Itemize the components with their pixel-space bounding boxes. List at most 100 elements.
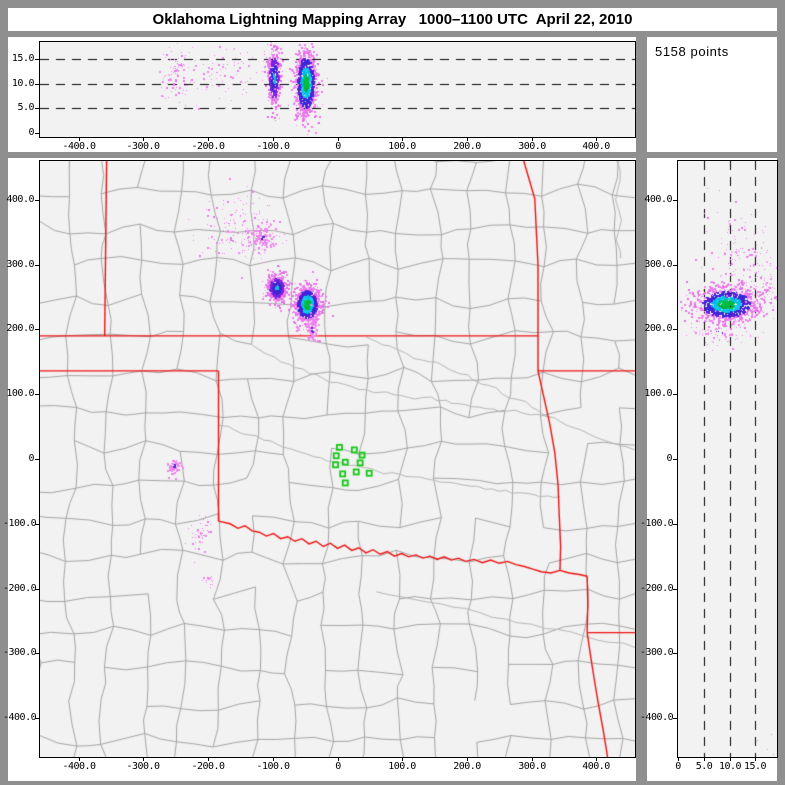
axis-tick (532, 137, 533, 141)
axis-tick (35, 394, 39, 395)
axis-tick-label: 100.0 (6, 388, 34, 399)
axis-tick-label: 10.0 (11, 78, 35, 89)
axis-tick-label: -100.0 (256, 141, 290, 152)
axis-tick-label: -200.0 (191, 141, 225, 152)
axis-tick (35, 200, 39, 201)
axis-tick-label: 0 (666, 453, 672, 464)
axis-tick-label: -400.0 (62, 141, 96, 152)
axis-tick (673, 394, 677, 395)
axis-tick (467, 137, 468, 141)
axis-tick (673, 265, 677, 266)
axis-tick (208, 757, 209, 761)
axis-tick-label: 400.0 (644, 194, 672, 205)
axis-tick (704, 757, 705, 761)
axis-tick-label: -200.0 (640, 583, 674, 594)
altitude-ew-panel: -400.0 -300.0 -200.0 -100.0 0 100.0 200.0 300.0… (8, 37, 636, 152)
axis-tick (35, 653, 39, 654)
axis-tick-label: 100.0 (388, 141, 416, 152)
page-title: Oklahoma Lightning Mapping Array 1000–11… (152, 11, 633, 28)
axis-tick (35, 459, 39, 460)
axis-tick (755, 757, 756, 761)
axis-tick (532, 757, 533, 761)
axis-tick (208, 137, 209, 141)
altitude-ns-canvas (678, 161, 777, 757)
axis-tick-label: 200.0 (644, 323, 672, 334)
axis-tick (338, 137, 339, 141)
axis-tick-label: 10.0 (718, 761, 742, 772)
axis-tick (673, 653, 677, 654)
axis-tick-label: -400.0 (640, 712, 674, 723)
axis-tick (79, 757, 80, 761)
plan-view-panel: -400.0 -300.0 -200.0 -100.0 0 100.0 200.0 300.0… (3, 158, 636, 781)
axis-tick-label: 5.0 (695, 761, 713, 772)
axis-tick (35, 329, 39, 330)
axis-tick-label: -300.0 (126, 761, 160, 772)
axis-tick-label: 200.0 (453, 141, 481, 152)
axis-tick-label: 5.0 (17, 102, 34, 113)
axis-tick-label: 200.0 (6, 323, 34, 334)
axis-tick-label: -300.0 (3, 647, 37, 658)
plan-view-plot-frame (39, 160, 636, 758)
axis-tick-label: 200.0 (453, 761, 481, 772)
axis-tick (143, 757, 144, 761)
axis-tick-label: 15.0 (11, 53, 35, 64)
axis-tick (673, 200, 677, 201)
axis-tick-label: -100.0 (640, 518, 674, 529)
axis-tick (730, 757, 731, 761)
points-count-label: 5158 points (655, 44, 729, 59)
axis-tick (143, 137, 144, 141)
axis-tick (596, 757, 597, 761)
axis-tick-label: 300.0 (518, 141, 546, 152)
axis-tick-label: 300.0 (644, 259, 672, 270)
altitude-ew-plot-frame (39, 41, 636, 138)
axis-tick-label: 400.0 (582, 141, 610, 152)
axis-tick (596, 137, 597, 141)
axis-tick-label: -400.0 (3, 712, 37, 723)
axis-tick (338, 757, 339, 761)
axis-tick-label: -100.0 (3, 518, 37, 529)
axis-tick-label: -400.0 (62, 761, 96, 772)
axis-tick (35, 524, 39, 525)
axis-tick-label: 0 (28, 127, 34, 138)
axis-tick (273, 137, 274, 141)
axis-tick-label: 0 (28, 453, 34, 464)
axis-tick (273, 757, 274, 761)
axis-tick-label: 400.0 (582, 761, 610, 772)
axis-tick-label: -300.0 (640, 647, 674, 658)
axis-tick-label: 100.0 (388, 761, 416, 772)
altitude-ns-plot-frame (677, 160, 778, 758)
axis-tick (673, 524, 677, 525)
axis-tick (35, 718, 39, 719)
axis-tick (673, 329, 677, 330)
plan-view-canvas (40, 161, 635, 757)
points-count-panel: 5158 points (647, 37, 777, 152)
axis-tick (673, 718, 677, 719)
axis-tick-label: 0 (335, 141, 341, 152)
axis-tick (35, 589, 39, 590)
axis-tick-label: -200.0 (3, 583, 37, 594)
altitude-ew-canvas (40, 42, 635, 137)
axis-tick-label: -100.0 (256, 761, 290, 772)
axis-tick-label: 300.0 (518, 761, 546, 772)
axis-tick-label: 100.0 (644, 388, 672, 399)
axis-tick-label: 15.0 (743, 761, 767, 772)
axis-tick (35, 265, 39, 266)
axis-tick (673, 459, 677, 460)
axis-tick (402, 137, 403, 141)
axis-tick (79, 137, 80, 141)
axis-tick-label: -300.0 (126, 141, 160, 152)
axis-tick (402, 757, 403, 761)
axis-tick-label: 400.0 (6, 194, 34, 205)
axis-tick-label: 0 (335, 761, 341, 772)
axis-tick (35, 108, 39, 109)
axis-tick (678, 757, 679, 761)
axis-tick-label: 300.0 (6, 259, 34, 270)
altitude-ns-panel: 0 5.0 10.0 15.0 400.0 300.0 200.0 100.0 0 -100.0 -… (640, 158, 778, 781)
axis-tick (467, 757, 468, 761)
axis-tick (35, 59, 39, 60)
axis-tick-label: -200.0 (191, 761, 225, 772)
axis-tick (673, 589, 677, 590)
title-bar: Oklahoma Lightning Mapping Array 1000–11… (8, 8, 777, 31)
axis-tick (35, 84, 39, 85)
